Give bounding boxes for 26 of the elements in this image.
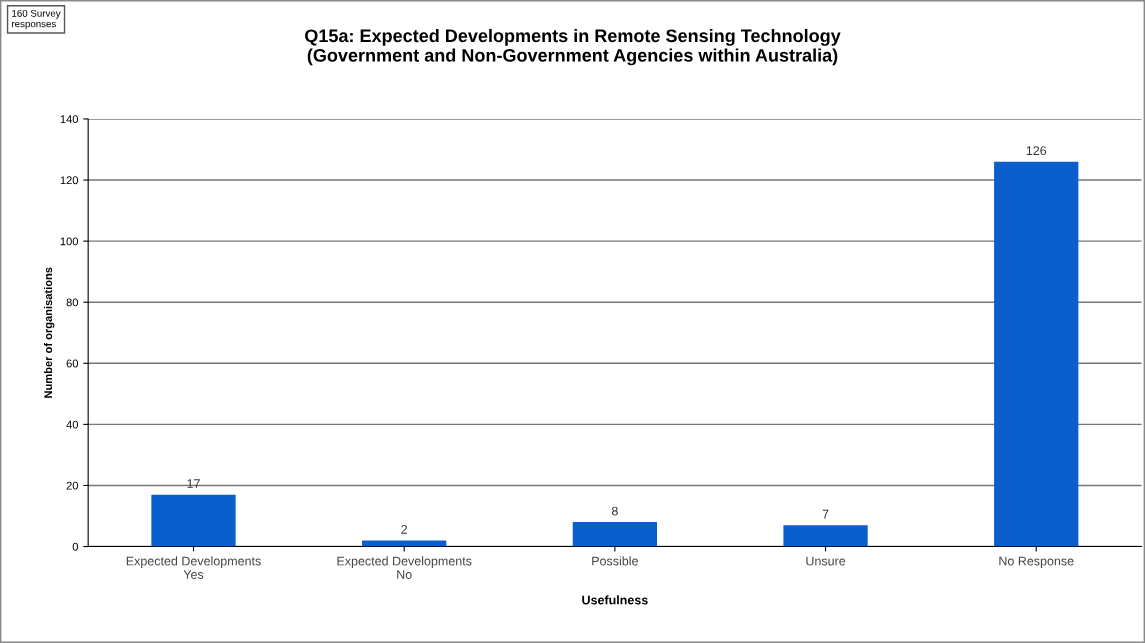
data-label: 8 (611, 506, 618, 516)
y-tick-label: 100 (60, 237, 79, 246)
y-tick-label: 40 (66, 420, 79, 429)
x-tick-label: Expected Developments Yes (126, 556, 261, 579)
y-tick-label: 140 (60, 115, 79, 124)
x-tick-label: Unsure (806, 556, 846, 566)
x-tick-label: Expected Developments No (337, 556, 472, 579)
y-axis-title: Number of organisations (43, 267, 55, 398)
y-tick-label: 0 (72, 542, 79, 551)
y-tick-label: 60 (66, 359, 79, 368)
text: 160 Survey responses (12, 9, 61, 30)
chart-title: Q15a: Expected Developments in Remote Sensing Technology (Government and Non-Government Agencies within Australia) (305, 28, 841, 66)
x-axis-title: Usefulness (582, 595, 648, 605)
data-label: 2 (401, 524, 408, 534)
bar (151, 494, 236, 547)
bar (572, 522, 657, 547)
x-tick-label: Possible (592, 556, 638, 566)
bar (362, 540, 447, 547)
bar (994, 161, 1079, 547)
y-tick-label: 20 (66, 481, 79, 490)
data-label: 126 (1026, 146, 1047, 156)
data-label: 7 (822, 509, 829, 519)
x-tick-label: No Response (999, 556, 1074, 568)
y-tick-label: 80 (66, 298, 79, 307)
y-tick-label: 120 (60, 176, 79, 185)
bar (783, 525, 868, 547)
